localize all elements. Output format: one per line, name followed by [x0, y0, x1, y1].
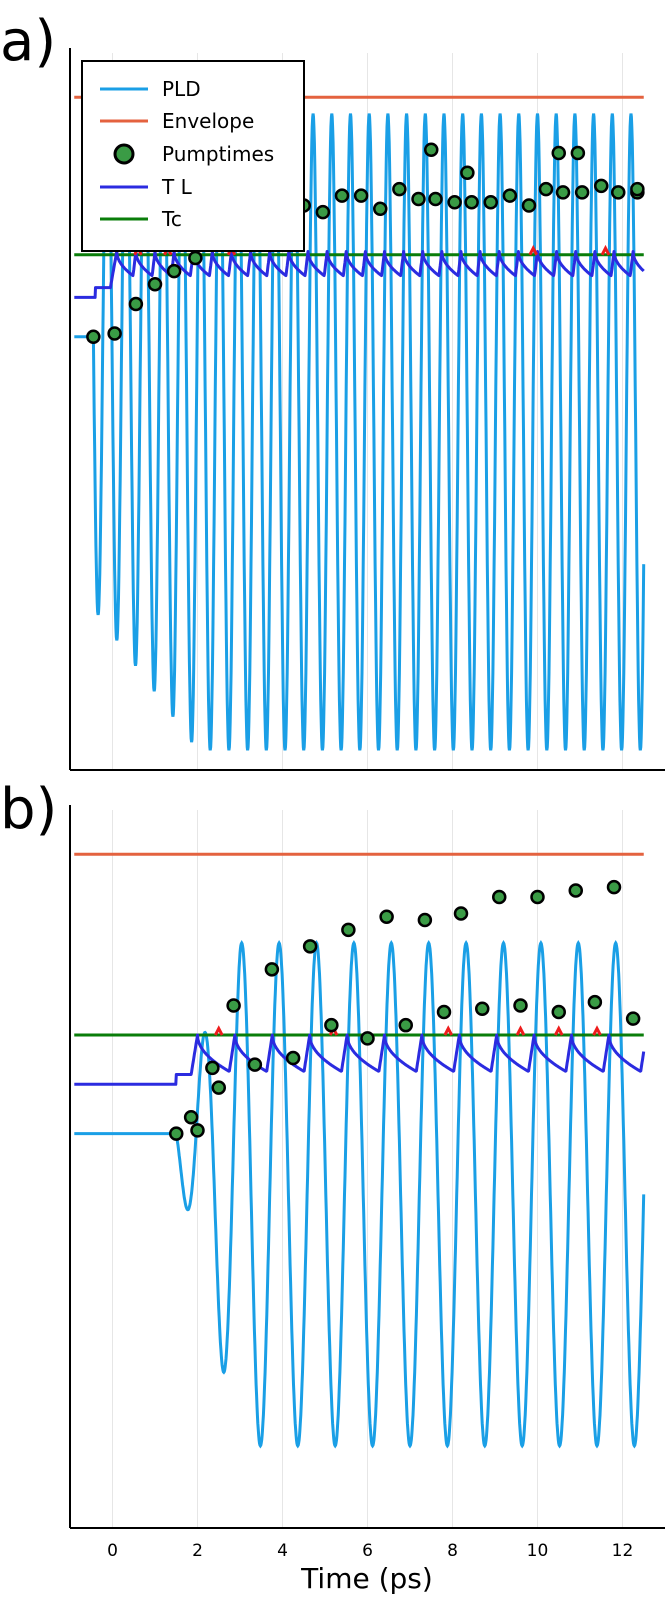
x-tick-label-12: 12	[612, 1541, 634, 1561]
above-tc-segment-b-2	[443, 1025, 453, 1036]
pumptime-point-a-11	[334, 188, 350, 203]
pumptime-point-a-3	[147, 277, 163, 292]
pumptime-point-a-2	[128, 296, 144, 312]
pumptime-point-b-1	[183, 1109, 199, 1125]
x-tick-label-4: 4	[277, 1541, 288, 1561]
pumptime-point-b-19	[492, 889, 507, 905]
pumptime-point-b-5	[226, 998, 241, 1013]
pumptime-point-b-12	[360, 1031, 375, 1046]
pld-line-a	[74, 71, 646, 751]
pumptime-point-b-23	[568, 883, 583, 898]
pumptime-point-a-29	[460, 165, 475, 180]
x-axis-title: Time (ps)	[300, 1562, 433, 1595]
pumptime-point-a-18	[464, 194, 479, 210]
pumptime-point-a-14	[392, 181, 407, 197]
pumptime-point-b-26	[625, 1011, 641, 1026]
pumptime-point-b-15	[417, 912, 433, 928]
panel-label-b: b)	[0, 777, 57, 842]
panel-a: a) PLD Envelope Pumptimes T L Tc	[0, 9, 665, 771]
legend-label-envelope: Envelope	[162, 109, 254, 133]
pumptime-point-b-21	[530, 889, 545, 905]
x-tick-label-2: 2	[192, 1541, 203, 1561]
panel-label-a: a)	[0, 9, 56, 74]
pumptime-point-a-1	[107, 326, 122, 341]
pumptime-point-b-10	[324, 1017, 339, 1033]
above-tc-segment-a-4	[600, 244, 611, 256]
pumptime-point-a-13	[373, 201, 388, 217]
pumptime-point-a-22	[538, 181, 554, 197]
pumptime-point-b-14	[398, 1017, 413, 1033]
legend-swatch-pumptimes	[113, 143, 135, 165]
pumptime-point-a-4	[166, 263, 182, 279]
pumptime-point-b-22	[551, 1004, 566, 1020]
pumptime-point-a-16	[428, 191, 443, 207]
legend-label-tl: T L	[161, 175, 193, 199]
grid-b	[112, 810, 623, 1528]
pumptime-point-b-25	[606, 879, 622, 895]
pumptime-point-a-23	[555, 185, 571, 200]
pumptime-point-b-2	[190, 1123, 205, 1138]
above-tc-segment-b-5	[592, 1025, 602, 1036]
pumptime-point-a-0	[86, 329, 101, 345]
x-tick-label-0: 0	[107, 1541, 118, 1561]
x-tick-label-6: 6	[362, 1541, 373, 1561]
panel-b: b) 0 2 4 6 8 10 12 Time (ps)	[0, 777, 665, 1595]
pumptime-point-b-18	[475, 1001, 490, 1017]
pumptime-point-a-17	[447, 194, 462, 210]
pumptime-point-a-20	[502, 188, 518, 203]
pumptime-point-b-8	[285, 1050, 301, 1066]
pumptime-point-b-6	[247, 1057, 263, 1072]
pumptime-point-a-24	[574, 185, 590, 200]
pumptime-point-a-15	[411, 191, 426, 207]
pumptime-point-b-9	[302, 939, 318, 954]
x-ticks: 0 2 4 6 8 10 12	[107, 1541, 633, 1561]
pumptime-point-a-12	[353, 188, 369, 203]
above-tc-segment-a-3	[528, 244, 538, 256]
pumptime-point-b-17	[453, 906, 469, 921]
above-tc-segment-b-0	[214, 1025, 224, 1036]
legend-label-pld: PLD	[162, 77, 201, 101]
pumptime-point-a-21	[521, 198, 537, 213]
x-tick-label-10: 10	[527, 1541, 549, 1561]
pumptime-point-b-24	[587, 994, 603, 1010]
pumptime-point-a-28	[424, 142, 439, 157]
pumptime-point-a-26	[611, 185, 626, 200]
pumptime-point-a-31	[570, 145, 586, 161]
tl-line-b	[73, 1033, 646, 1086]
pumptime-point-b-11	[341, 922, 356, 938]
pumptime-point-b-20	[513, 998, 528, 1013]
legend: PLD Envelope Pumptimes T L Tc	[81, 60, 305, 252]
pumptime-point-b-0	[169, 1126, 184, 1141]
legend-label-tc: Tc	[161, 207, 182, 231]
pumptime-point-a-30	[551, 145, 566, 161]
series-b	[73, 852, 646, 1449]
pumptime-point-b-13	[379, 909, 394, 924]
pumptime-point-b-3	[205, 1060, 220, 1076]
pumptime-point-a-19	[483, 194, 498, 210]
above-tc-segment-b-3	[515, 1025, 526, 1036]
above-tc-segment-b-4	[554, 1025, 564, 1036]
x-tick-label-8: 8	[447, 1541, 458, 1561]
pumptime-point-b-4	[211, 1080, 226, 1095]
pumptime-point-a-25	[594, 178, 609, 194]
legend-label-pumptimes: Pumptimes	[162, 142, 274, 166]
pumptime-point-a-5	[188, 250, 203, 266]
pumptime-point-b-16	[436, 1004, 452, 1020]
pumptime-point-b-7	[264, 962, 280, 977]
pumptime-point-a-32	[630, 181, 645, 197]
pumptime-point-a-10	[315, 204, 331, 220]
